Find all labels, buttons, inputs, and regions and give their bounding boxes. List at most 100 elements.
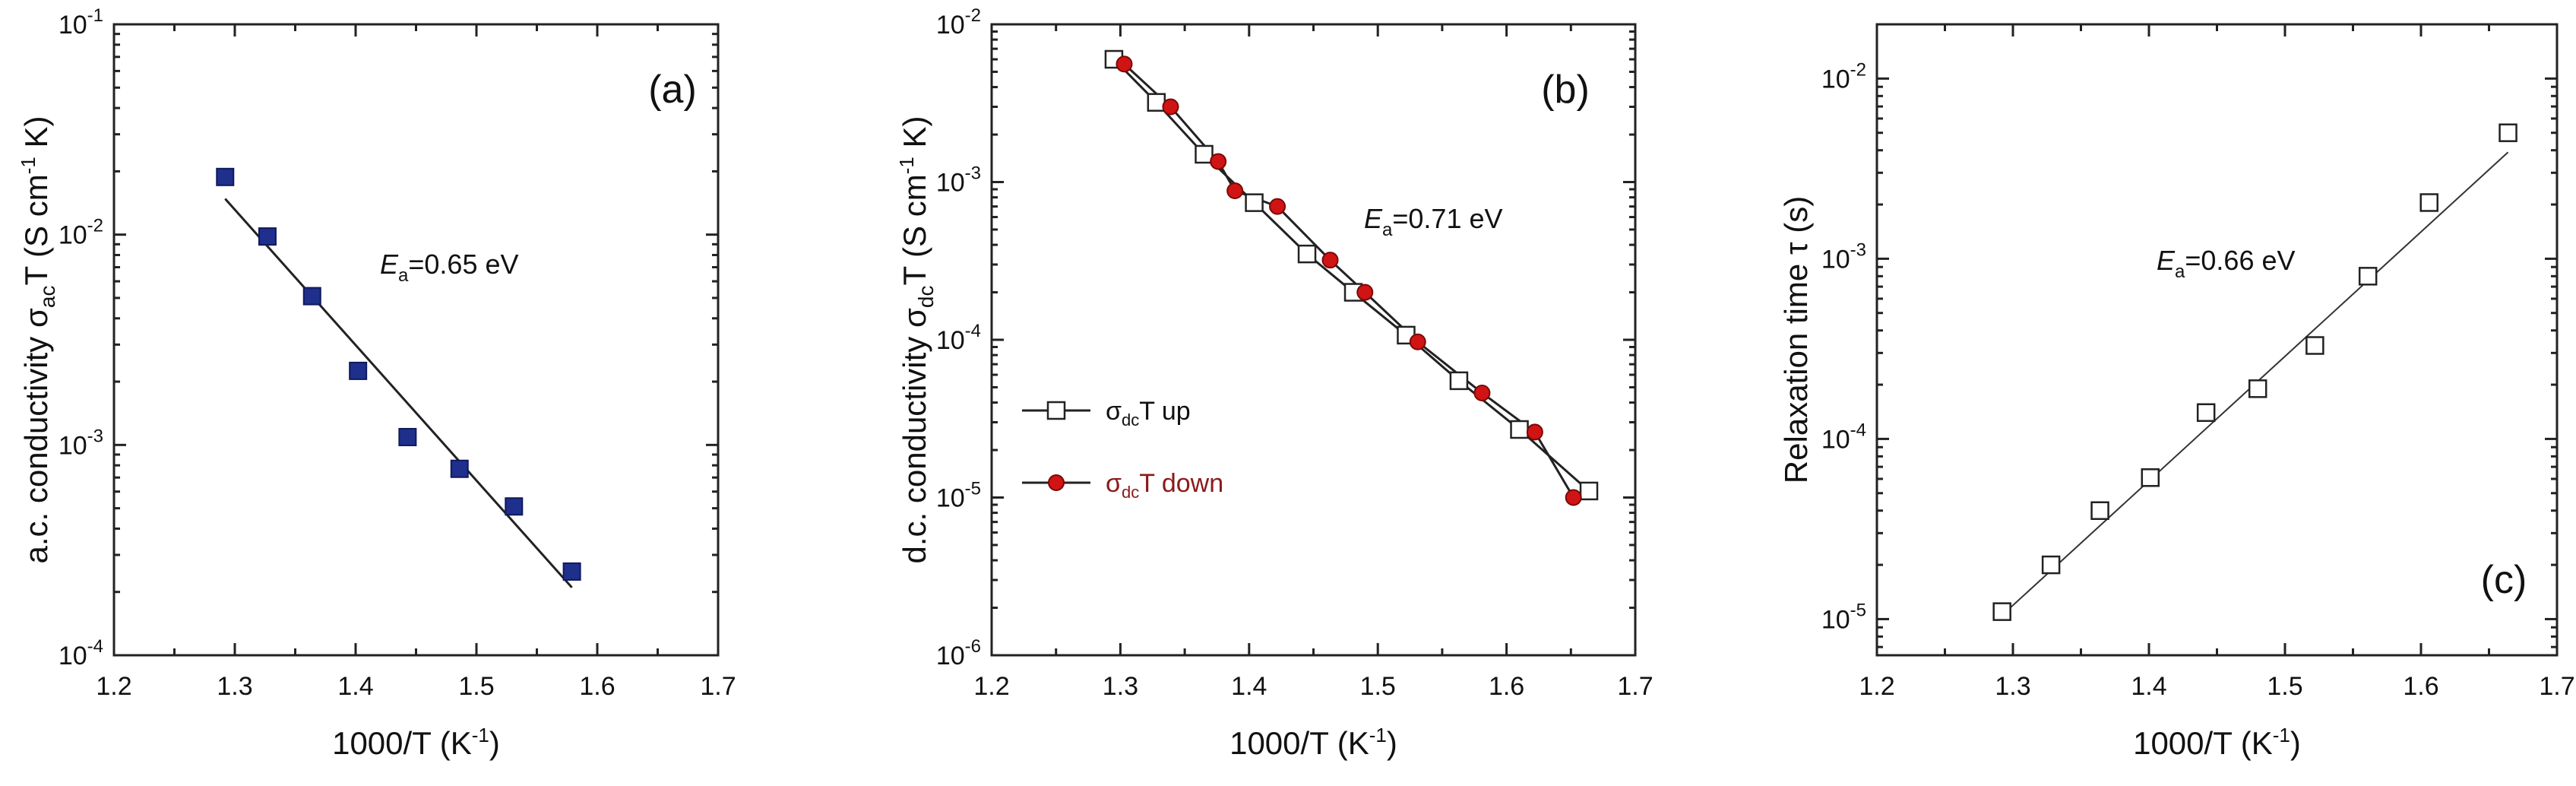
x-tick-label: 1.3	[217, 672, 252, 701]
y-tick-label: 10-3	[59, 426, 103, 460]
x-label-text: )	[489, 725, 500, 761]
data-point	[1226, 182, 1244, 200]
annotation-value: =0.66 eV	[2185, 245, 2295, 276]
x-axis-label: 1000/T (K-1)	[2133, 724, 2301, 761]
x-tick-label: 1.4	[337, 672, 373, 701]
data-point	[1526, 423, 1543, 441]
x-tick-label: 1.3	[1995, 672, 2030, 701]
y-tick-label: 10-3	[1821, 239, 1866, 274]
y-tick-exponent: -5	[1850, 600, 1866, 620]
y-label-text: d.c. conductivity	[897, 328, 932, 563]
y-tick-label: 10-4	[936, 321, 981, 355]
y-tick-label: 10-5	[936, 479, 981, 513]
y-tick-exponent: -4	[1850, 420, 1866, 440]
series-line	[1112, 58, 1590, 493]
data-point	[2419, 193, 2438, 212]
y-label-text: K)	[18, 116, 54, 157]
y-tick-base: 10	[59, 642, 87, 670]
annotation-subscript: a	[398, 265, 409, 286]
y-tick-base: 10	[936, 642, 965, 670]
x-tick-label: 1.2	[96, 672, 131, 701]
y-tick-base: 10	[59, 221, 87, 250]
data-point	[1409, 333, 1426, 350]
activation-energy-label: Ea=0.71 eV	[1364, 203, 1503, 240]
panel-label: (c)	[2481, 558, 2527, 602]
panel-label: (b)	[1541, 68, 1590, 112]
y-tick-base: 10	[59, 431, 87, 460]
y-label-sigma: σ	[18, 308, 54, 328]
plot-frame-b	[990, 23, 1637, 657]
data-point	[258, 227, 277, 246]
annotation-value: =0.65 eV	[408, 249, 518, 280]
x-label-superscript: -1	[472, 724, 489, 746]
legend-label: σdcT down	[1106, 469, 1223, 502]
x-label-superscript: -1	[2273, 724, 2290, 746]
data-point	[1473, 384, 1491, 401]
x-tick-label: 1.6	[2403, 672, 2438, 701]
x-label-text: )	[1387, 725, 1397, 761]
data-point	[2041, 555, 2061, 575]
y-label-text: K)	[897, 116, 932, 157]
y-tick-base: 10	[59, 11, 87, 40]
y-label-sigma: σ	[897, 308, 932, 328]
y-tick-base: 10	[1821, 245, 1850, 274]
y-tick-label: 10-3	[936, 163, 981, 198]
y-tick-exponent: -4	[87, 636, 103, 657]
x-tick-label: 1.3	[1103, 672, 1138, 701]
x-label-text: 1000/T (K	[1229, 725, 1369, 761]
data-point	[1147, 93, 1166, 112]
x-axis-label: 1000/T (K-1)	[1229, 724, 1397, 761]
data-point	[349, 361, 368, 380]
y-tick-label: 10-1	[59, 5, 103, 40]
legend-symbol: σ	[1106, 469, 1122, 498]
activation-energy-label: Ea=0.66 eV	[2157, 245, 2296, 282]
annotation-subscript: a	[2175, 261, 2185, 282]
y-tick-base: 10	[936, 11, 965, 40]
y-tick-exponent: -2	[965, 5, 981, 26]
x-tick-label: 1.7	[700, 672, 736, 701]
x-tick-label: 1.5	[2267, 672, 2302, 701]
data-point	[1297, 244, 1317, 264]
x-tick-label: 1.6	[579, 672, 615, 701]
data-point	[1116, 55, 1133, 73]
legend-marker	[1046, 401, 1066, 420]
y-axis-label: a.c. conductivity σacT (S cm-1 K)	[17, 116, 59, 564]
y-tick-label: 10-2	[936, 5, 981, 40]
y-label-superscript: -1	[895, 157, 918, 174]
x-label-superscript: -1	[1369, 724, 1387, 746]
y-tick-base: 10	[936, 326, 965, 355]
y-tick-exponent: -2	[87, 216, 103, 236]
y-tick-label: 10-4	[1821, 420, 1866, 454]
annotation-symbol: E	[2157, 245, 2176, 276]
y-tick-base: 10	[1821, 65, 1850, 93]
data-point	[398, 427, 417, 446]
activation-energy-label: Ea=0.65 eV	[380, 249, 519, 286]
data-point	[562, 562, 581, 581]
x-tick-label: 1.7	[2539, 672, 2574, 701]
y-tick-label: 10-5	[1821, 600, 1866, 634]
y-label-text: T (S cm	[897, 174, 932, 285]
x-label-text: 1000/T (K	[332, 725, 472, 761]
legend-symbol: σ	[1106, 397, 1122, 426]
x-tick-label: 1.6	[1489, 672, 1524, 701]
data-point	[1321, 252, 1339, 269]
y-tick-exponent: -4	[965, 321, 981, 341]
data-point	[1992, 602, 2011, 621]
y-tick-exponent: -3	[87, 426, 103, 446]
legend-text: T down	[1139, 469, 1223, 498]
y-tick-exponent: -6	[965, 636, 981, 657]
y-tick-exponent: -2	[1850, 59, 1866, 80]
y-label-text: T (S cm	[18, 174, 54, 285]
x-tick-label: 1.2	[1859, 672, 1894, 701]
y-label-superscript: -1	[17, 157, 40, 174]
x-label-text: )	[2290, 725, 2301, 761]
data-point	[2090, 501, 2109, 520]
y-tick-base: 10	[936, 169, 965, 198]
x-tick-label: 1.5	[458, 672, 494, 701]
y-tick-label: 10-6	[936, 636, 981, 670]
data-point	[1579, 481, 1599, 501]
data-point	[1195, 144, 1214, 164]
y-tick-label: 10-2	[59, 216, 103, 250]
panel-label: (a)	[648, 68, 697, 112]
